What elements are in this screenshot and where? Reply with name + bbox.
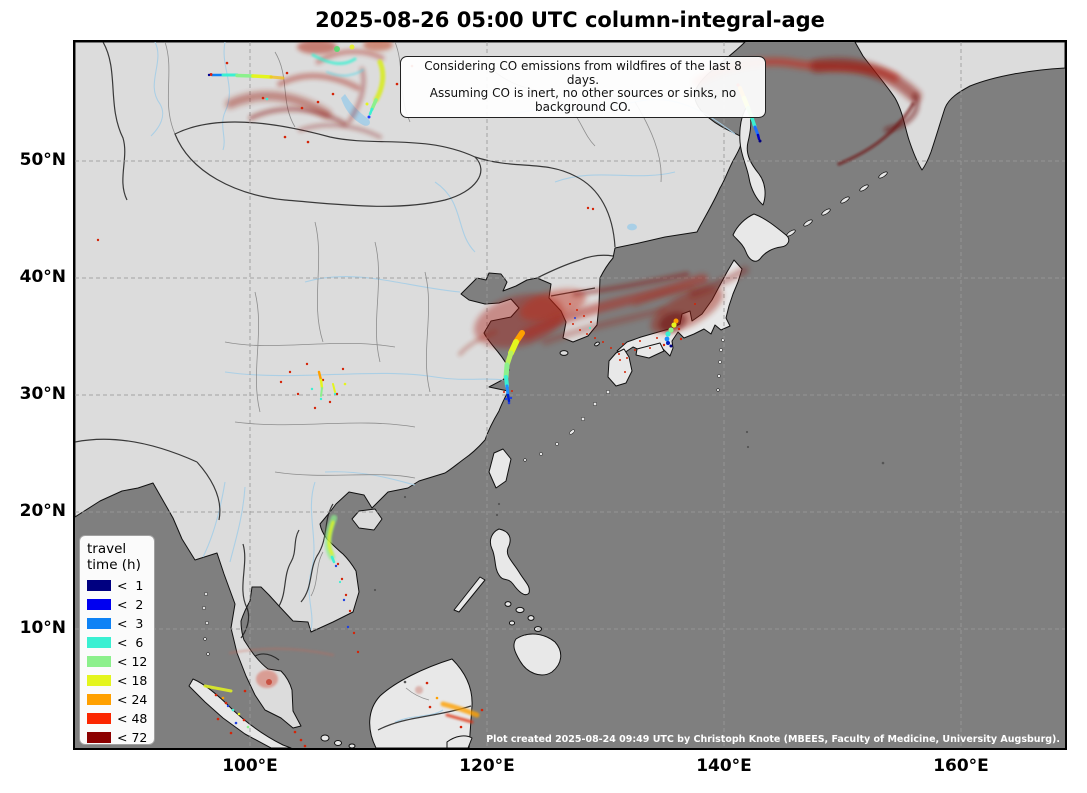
visayas-island xyxy=(527,615,535,621)
gridlines xyxy=(75,42,1065,748)
legend-entry: < 24 xyxy=(87,690,154,709)
legend-title: travel time (h) xyxy=(87,541,154,573)
plume-siberia xyxy=(96,42,414,242)
plume-borneo xyxy=(415,681,484,729)
shikoku xyxy=(635,342,665,359)
plume-layer xyxy=(96,42,922,748)
palawan xyxy=(453,576,486,613)
credit-text: Plot created 2025-08-24 09:49 UTC by Chr… xyxy=(486,734,1060,745)
legend-swatch xyxy=(87,618,111,629)
legend-entry: < 2 xyxy=(87,595,154,614)
legend-entry: < 18 xyxy=(87,671,154,690)
legend: travel time (h) < 1 < 2 < 3 < 6 < 12 < 18 < 24 <… xyxy=(79,535,155,745)
taiwan xyxy=(488,448,512,489)
belitung-island xyxy=(334,740,342,746)
legend-title-line: travel xyxy=(87,541,127,557)
legend-swatch xyxy=(87,580,111,591)
annotation-line-2: Assuming CO is inert, no other sources o… xyxy=(429,86,737,114)
plume-korea xyxy=(458,271,708,405)
legend-entries: < 1 < 2 < 3 < 6 < 12 < 18 < 24 < 48 < 72 xyxy=(87,576,154,747)
legend-entry: < 72 xyxy=(87,728,154,747)
jeju-island xyxy=(559,350,569,356)
visayas-island xyxy=(515,606,525,614)
plume-japan xyxy=(586,206,749,373)
map-canvas xyxy=(75,42,1065,748)
annotation-line-1: Considering CO emissions from wildfires … xyxy=(424,59,742,87)
small-island xyxy=(348,743,356,748)
lat-tick-label: 40°N xyxy=(19,267,66,287)
legend-swatch xyxy=(87,656,111,667)
plume-sumatra xyxy=(203,647,335,748)
legend-label: < 72 xyxy=(117,730,148,745)
legend-entry: < 48 xyxy=(87,709,154,728)
legend-label: < 18 xyxy=(117,673,148,688)
legend-swatch xyxy=(87,637,111,648)
legend-label: < 3 xyxy=(117,616,144,631)
tiny-islands xyxy=(373,430,885,684)
annotation-box: Considering CO emissions from wildfires … xyxy=(400,56,766,118)
lat-tick-label: 50°N xyxy=(19,150,66,170)
lon-tick-label: 120°E xyxy=(459,756,515,776)
lat-tick-label: 10°N xyxy=(19,618,66,638)
legend-title-line: time (h) xyxy=(87,557,141,573)
bangka-island xyxy=(320,734,330,742)
legend-swatch xyxy=(87,599,111,610)
mainland-asia xyxy=(75,42,746,729)
legend-entry: < 6 xyxy=(87,633,154,652)
legend-entry: < 3 xyxy=(87,614,154,633)
ryukyu-islands xyxy=(523,389,611,462)
lon-tick-label: 140°E xyxy=(696,756,752,776)
kuril-islands xyxy=(786,171,888,237)
legend-swatch xyxy=(87,675,111,686)
sulawesi xyxy=(446,735,473,748)
kamchatka xyxy=(854,42,1065,171)
andaman-islands xyxy=(202,592,210,656)
kyushu xyxy=(607,348,633,387)
hainan xyxy=(351,508,383,531)
borneo xyxy=(369,658,473,748)
legend-swatch xyxy=(87,694,111,705)
legend-label: < 48 xyxy=(117,711,148,726)
lon-tick-label: 100°E xyxy=(222,756,278,776)
legend-label: < 24 xyxy=(117,692,148,707)
plume-vietnam xyxy=(324,514,360,654)
visayas-island xyxy=(508,620,516,626)
map-frame: Considering CO emissions from wildfires … xyxy=(73,40,1067,750)
plume-china-specks xyxy=(279,362,347,410)
legend-label: < 2 xyxy=(117,597,144,612)
lon-tick-label: 160°E xyxy=(933,756,989,776)
izu-islands xyxy=(716,338,725,392)
hokkaido xyxy=(732,213,790,262)
sumatra xyxy=(188,678,292,748)
visayas-island xyxy=(504,601,512,607)
lat-tick-label: 30°N xyxy=(19,384,66,404)
legend-swatch xyxy=(87,713,111,724)
legend-label: < 12 xyxy=(117,654,148,669)
legend-entry: < 1 xyxy=(87,576,154,595)
legend-entry: < 12 xyxy=(87,652,154,671)
mindanao xyxy=(513,633,562,676)
legend-label: < 6 xyxy=(117,635,144,650)
legend-swatch xyxy=(87,732,111,743)
land-layer xyxy=(75,42,1065,748)
legend-label: < 1 xyxy=(117,578,144,593)
tsushima-island xyxy=(594,341,600,347)
plot-title: 2025-08-26 05:00 UTC column-integral-age xyxy=(315,8,825,32)
lat-tick-label: 20°N xyxy=(19,501,66,521)
sakhalin xyxy=(739,105,766,206)
country-borders xyxy=(75,42,616,731)
luzon xyxy=(489,528,530,596)
